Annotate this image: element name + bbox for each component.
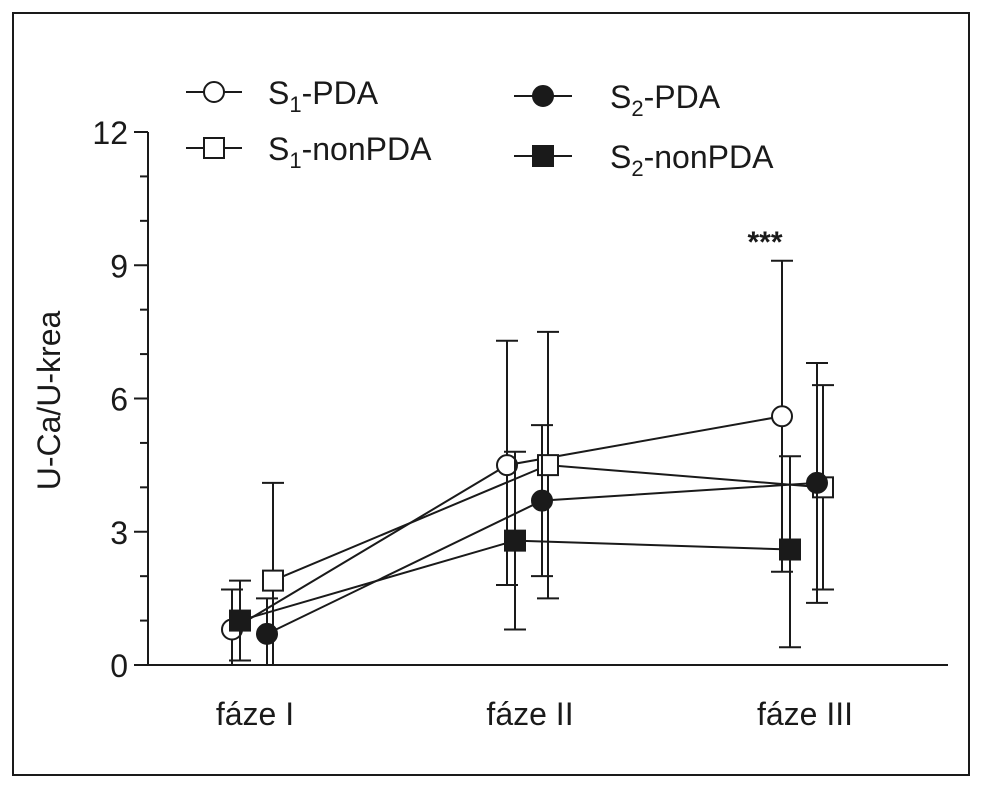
y-tick-label: 6: [110, 382, 128, 418]
legend-label: S2-PDA: [610, 79, 721, 121]
data-point-marker: [779, 538, 801, 561]
series-layer: [221, 259, 834, 666]
data-point-marker: [771, 405, 793, 428]
annotation-layer: ***: [747, 226, 782, 259]
data-point-marker: [504, 529, 526, 552]
y-tick-label: 9: [110, 248, 128, 284]
legend-item-s1pda: S1-PDA: [186, 75, 379, 117]
data-point-marker: [262, 569, 284, 592]
series-s1pda: [221, 259, 793, 666]
legend-item-s2pda: S2-PDA: [514, 79, 721, 121]
axes: 0 3 6 9 12 U-Ca/U-krea fáze I fáze II fáze III: [31, 115, 948, 732]
y-tick-label: 0: [110, 648, 128, 684]
legend-marker: [203, 81, 225, 103]
legend-item-s1nonpda: S1-nonPDA: [186, 131, 432, 173]
legend-marker: [203, 137, 225, 159]
data-point-marker: [229, 609, 251, 632]
series-s2pda: [256, 361, 828, 666]
significance-annotation: ***: [747, 226, 782, 259]
series-s2nonpda: [229, 450, 801, 662]
legend-label: S1-PDA: [268, 75, 379, 117]
data-point-marker: [531, 489, 553, 512]
x-tick-label: fáze I: [216, 696, 294, 732]
x-tick-label: fáze II: [486, 696, 573, 732]
data-point-marker: [496, 454, 518, 477]
y-tick-label: 3: [110, 515, 128, 551]
legend-item-s2nonpda: S2-nonPDA: [514, 139, 774, 181]
chart-frame: [12, 12, 970, 776]
legend-label: S1-nonPDA: [268, 131, 432, 173]
x-tick-label: fáze III: [757, 696, 853, 732]
legend: S1-PDA S1-nonPDA S2-PDA S2-nonPDA: [186, 75, 774, 181]
data-point-marker: [256, 622, 278, 645]
legend-marker: [532, 145, 554, 167]
legend-marker: [532, 85, 554, 107]
y-axis-label: U-Ca/U-krea: [31, 311, 67, 491]
legend-label: S2-nonPDA: [610, 139, 774, 181]
data-point-marker: [806, 471, 828, 494]
y-tick-label: 12: [92, 115, 128, 151]
